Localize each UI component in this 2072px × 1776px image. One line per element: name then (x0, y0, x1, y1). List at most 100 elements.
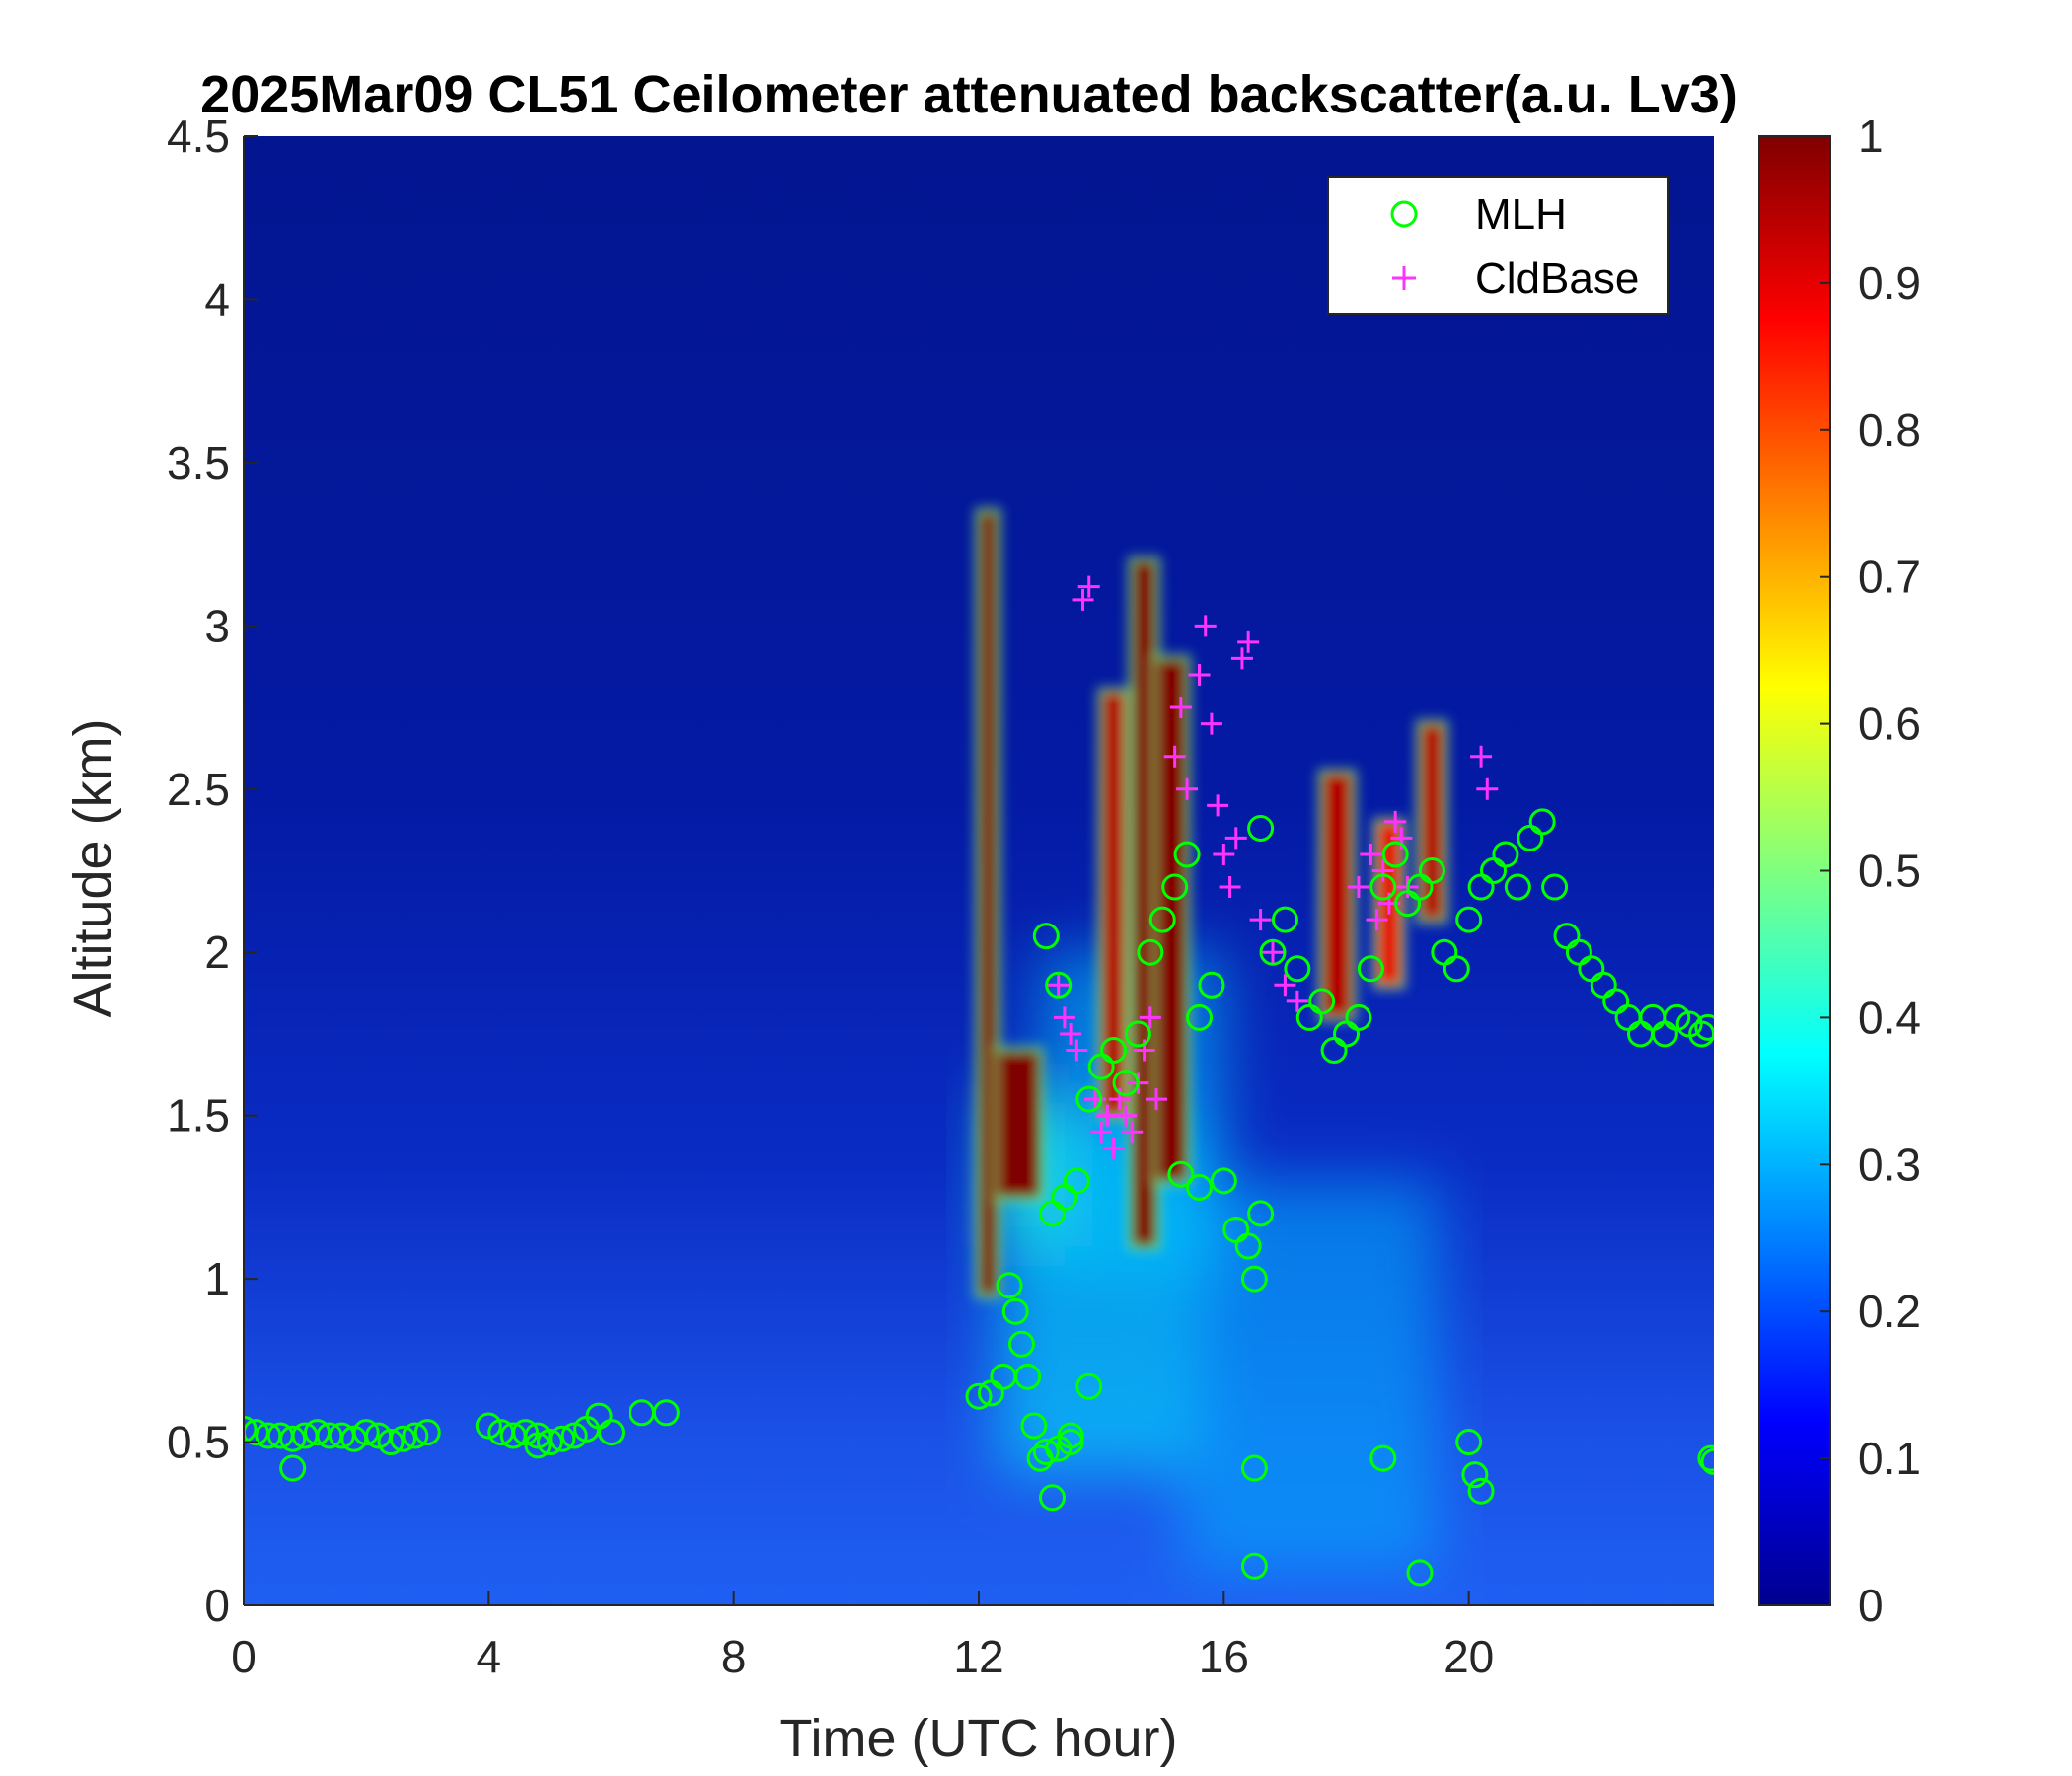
mlh-point (1063, 1167, 1090, 1195)
cldbase-point (1224, 827, 1247, 850)
mlh-point (352, 1419, 380, 1446)
mlh-point (1198, 971, 1225, 999)
mlh-point (279, 1454, 307, 1482)
mlh-point (1075, 1085, 1103, 1113)
cldbase-point (1169, 697, 1192, 719)
mlh-point (1697, 1444, 1714, 1472)
mlh-point (1504, 873, 1531, 901)
backscatter-feature (1321, 773, 1353, 1018)
mlh-point (1057, 1429, 1084, 1456)
colorbar-tick-label: 0.9 (1858, 258, 1921, 309)
cldbase-point (1366, 909, 1388, 931)
cldbase-point (1213, 843, 1235, 865)
cldbase-point (1188, 663, 1211, 686)
mlh-point (1455, 906, 1483, 933)
y-tick-label: 1 (204, 1253, 230, 1304)
mlh-point (1700, 1447, 1714, 1475)
colorbar-tick-label: 0.5 (1858, 846, 1921, 897)
y-tick-label: 0.5 (167, 1417, 230, 1468)
cldbase-point (1286, 990, 1308, 1012)
mlh-point (1284, 955, 1311, 983)
legend-mlh-label: MLH (1475, 190, 1567, 239)
colorbar-tick-label: 0.4 (1858, 992, 1921, 1043)
cldbase-point (1200, 712, 1222, 735)
colorbar-tick-label: 0.3 (1858, 1139, 1921, 1190)
mlh-point (1075, 1372, 1103, 1400)
cldbase-point (1053, 1006, 1075, 1029)
mlh-point (1057, 1422, 1084, 1449)
mlh-point (1112, 1070, 1140, 1097)
colorbar-tick-label: 0 (1858, 1580, 1884, 1631)
x-tick-label: 0 (231, 1631, 257, 1682)
mlh-point (1001, 1297, 1029, 1325)
mlh-point (1186, 1003, 1213, 1031)
mlh-point (1032, 1438, 1060, 1465)
mlh-point (1032, 923, 1060, 950)
mlh-point (244, 1415, 258, 1443)
mlh-point (965, 1382, 993, 1410)
mlh-point (1443, 955, 1470, 983)
mlh-point (1240, 1552, 1268, 1580)
cldbase-point (1060, 1022, 1082, 1045)
backscatter-feature (1156, 658, 1188, 1181)
mlh-point (1100, 1036, 1128, 1064)
mlh-point (1694, 1013, 1714, 1041)
cldbase-point (1230, 647, 1253, 670)
cldbase-point (1476, 777, 1499, 800)
cldbase-point (1274, 974, 1296, 997)
mlh-point (1688, 1020, 1714, 1048)
colorbar-tick-label: 0.8 (1858, 405, 1921, 456)
y-tick-label: 2.5 (167, 764, 230, 815)
mlh-point (549, 1425, 576, 1452)
mlh-point (475, 1412, 502, 1440)
backscatter-feature (979, 511, 998, 1295)
x-axis: 0 4 8 12 16 20 (231, 1591, 1714, 1682)
colorbar-tick-label: 0.6 (1858, 699, 1921, 750)
colorbar: 0 0.1 0.2 0.3 0.4 0.5 0.6 0.7 0.8 0.9 1 (1758, 111, 1921, 1631)
mlh-point (1247, 814, 1275, 842)
cldbase-point (1207, 794, 1229, 817)
x-tick-label: 12 (953, 1631, 1003, 1682)
mlh-point (1492, 841, 1519, 868)
mlh-point (1234, 1232, 1262, 1260)
legend-cldbase-marker (1392, 266, 1416, 290)
mlh-point (560, 1422, 588, 1449)
colorbar-tick-label: 0.7 (1858, 552, 1921, 603)
mlh-point (1014, 1363, 1042, 1390)
mlh-point (1308, 988, 1336, 1015)
mlh-point (1148, 906, 1176, 933)
cldbase-point (1219, 876, 1241, 899)
x-tick-label: 16 (1199, 1631, 1249, 1682)
mlh-point (1137, 938, 1164, 966)
cldbase-point (1360, 843, 1382, 865)
cldbase-point (1066, 1039, 1088, 1062)
y-tick-label: 4 (204, 273, 230, 325)
cldbase-point (1347, 876, 1369, 899)
y-tick-label: 2 (204, 926, 230, 978)
colorbar-tick-label: 0.2 (1858, 1286, 1921, 1337)
mlh-point (1381, 841, 1409, 868)
mlh-point (1455, 1429, 1483, 1456)
colorbar-tick-label: 0.1 (1858, 1433, 1921, 1484)
cldbase-point (1262, 941, 1284, 964)
mlh-point (536, 1429, 563, 1456)
mlh-point (1467, 1477, 1495, 1505)
mlh-point (652, 1399, 680, 1427)
mlh-point (1541, 873, 1569, 901)
backscatter-feature (1101, 691, 1126, 1116)
mlh-point (1461, 1461, 1489, 1489)
cldbase-point (1121, 1121, 1144, 1144)
cldbase-point (1237, 630, 1260, 653)
legend-cldbase-label: CldBase (1475, 255, 1639, 303)
mlh-point (279, 1425, 307, 1452)
cldbase-point (1077, 575, 1100, 598)
legend-mlh-marker (1390, 200, 1418, 228)
mlh-point (1167, 1160, 1195, 1188)
cldbase-point (1072, 588, 1094, 611)
x-tick-label: 20 (1443, 1631, 1494, 1682)
cldbase-point (1139, 1006, 1161, 1029)
mlh-point (1210, 1167, 1237, 1195)
y-tick-label: 4.5 (167, 111, 230, 162)
colorbar-tick-label: 1 (1858, 111, 1884, 162)
